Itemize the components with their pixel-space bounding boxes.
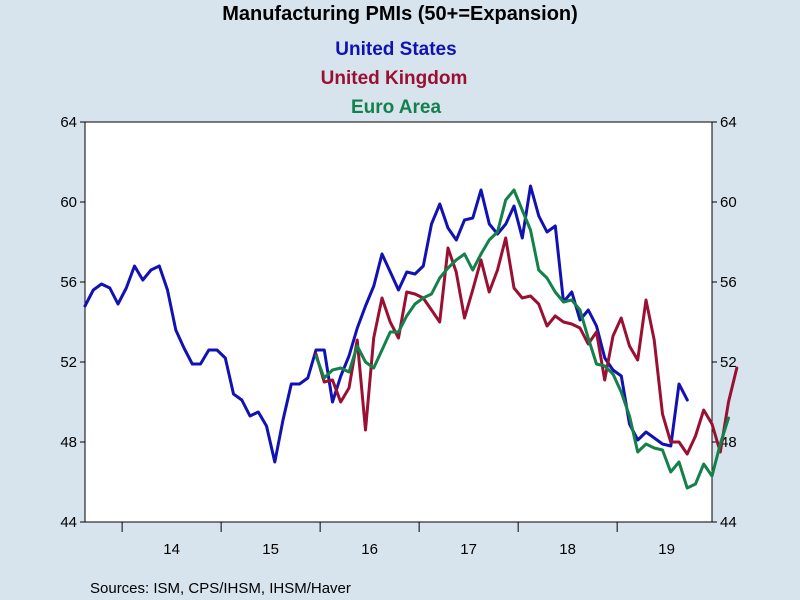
series-line-euro-area xyxy=(314,188,730,490)
legend-euro-area: Euro Area xyxy=(351,97,442,118)
x-year-label: 16 xyxy=(361,541,378,558)
y-tick-label-right: 48 xyxy=(720,434,737,451)
y-tick-label-left: 56 xyxy=(60,274,77,291)
y-tick-label-left: 48 xyxy=(60,434,77,451)
chart-title: Manufacturing PMIs (50+=Expansion) xyxy=(222,3,578,25)
axes: 44 44 48 48 52 52 56 56 60 60 64 64 14 15 16 17 18 19 xyxy=(60,114,736,558)
x-year-label: 17 xyxy=(460,541,477,558)
y-tick-label-right: 56 xyxy=(720,274,737,291)
x-year-label: 18 xyxy=(559,541,576,558)
series-lines xyxy=(83,184,739,490)
plot-area xyxy=(84,121,713,523)
source-note: Sources: ISM, CPS/IHSM, IHSM/Haver xyxy=(90,580,351,597)
y-tick-label-right: 44 xyxy=(720,514,737,531)
y-tick-label-left: 52 xyxy=(60,354,77,371)
x-year-label: 15 xyxy=(262,541,279,558)
y-tick-label-left: 64 xyxy=(60,114,77,131)
x-year-label: 19 xyxy=(658,541,675,558)
y-tick-label-right: 64 xyxy=(720,114,737,131)
y-tick-label-right: 52 xyxy=(720,354,737,371)
series-line-united-kingdom xyxy=(314,236,739,456)
y-tick-label-left: 60 xyxy=(60,194,77,211)
legend-united-kingdom: United Kingdom xyxy=(321,68,468,89)
legend-united-states: United States xyxy=(335,39,456,60)
x-year-label: 14 xyxy=(163,541,180,558)
y-tick-label-left: 44 xyxy=(60,514,77,531)
y-tick-label-right: 60 xyxy=(720,194,737,211)
series-line-united-states xyxy=(83,184,689,464)
